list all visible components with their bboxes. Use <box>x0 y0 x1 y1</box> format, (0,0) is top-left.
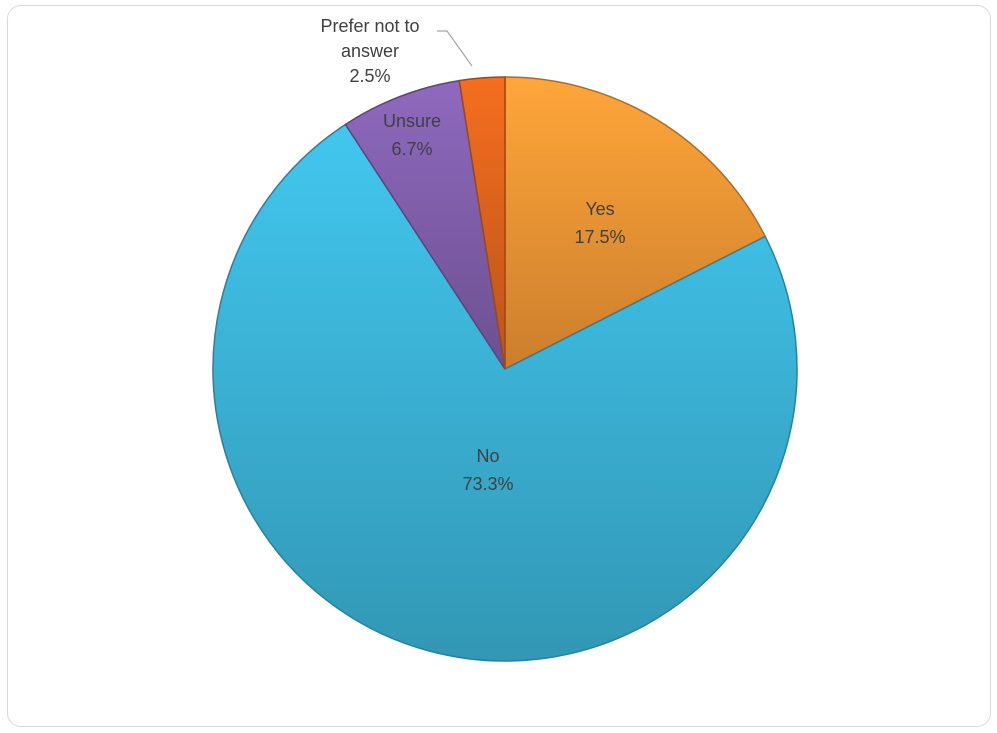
leader-line-prefer-not-to-answer <box>437 30 473 67</box>
data-label-unsure: Unsure 6.7% <box>383 111 441 159</box>
pie-slice-no <box>212 123 798 662</box>
pie-slices <box>212 76 798 662</box>
pie-slice-yes <box>504 76 767 371</box>
data-label-yes: Yes 17.5% <box>574 199 625 247</box>
data-label-prefer-not-to-answer: Prefer not to answer 2.5% <box>320 16 419 86</box>
data-label-no: No 73.3% <box>462 446 513 494</box>
pie-slice-unsure <box>344 79 506 370</box>
pie-slice-prefer-not-to-answer <box>458 76 506 370</box>
pie-labels: Yes 17.5% No 73.3% Unsure 6.7% Prefer not to an… <box>320 16 625 494</box>
